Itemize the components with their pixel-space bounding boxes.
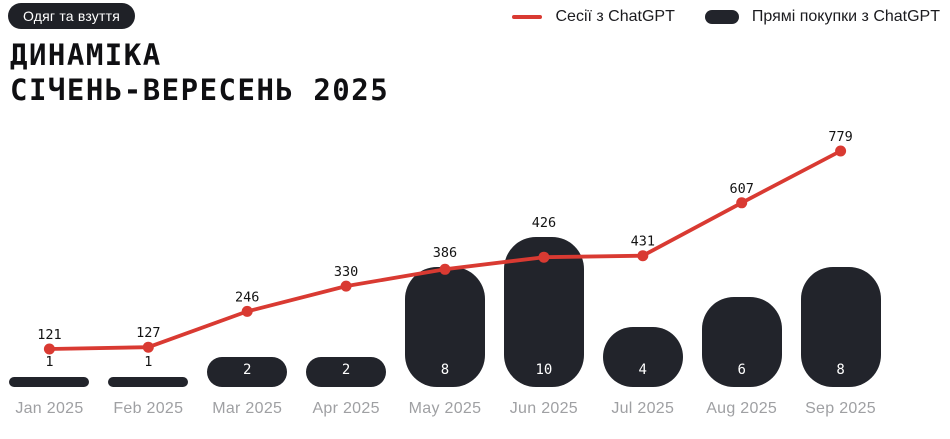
- bar-value-label: 2: [243, 362, 252, 378]
- x-axis-label: Jan 2025: [15, 400, 84, 417]
- bar-swatch-icon: [704, 10, 739, 24]
- category-chip[interactable]: Одяг та взуття: [8, 3, 136, 29]
- data-point-label: 127: [136, 325, 160, 341]
- data-point-dot: [241, 305, 253, 317]
- legend-item-purchases: Прямі покупки з ChatGPT: [704, 8, 940, 26]
- purchase-bar: 2: [207, 357, 288, 387]
- legend-item-sessions: Сесії з ChatGPT: [512, 8, 675, 26]
- line-swatch-icon: [512, 15, 543, 19]
- data-point-label: 330: [334, 264, 358, 280]
- purchase-bar: 10: [503, 237, 584, 387]
- data-point-label: 246: [235, 289, 259, 305]
- purchase-bar: [108, 377, 189, 387]
- bar-value-label: 1: [45, 354, 54, 370]
- x-axis-label: Jul 2025: [611, 400, 675, 417]
- bar-value-label: 2: [341, 362, 351, 378]
- bar-value-label: 8: [836, 362, 845, 378]
- data-point-label: 121: [37, 327, 61, 343]
- title-line-2: СІЧЕНЬ-ВЕРЕСЕНЬ 2025: [10, 73, 390, 107]
- data-point-dot: [736, 197, 748, 209]
- bar-value-label: 4: [638, 362, 647, 378]
- purchase-bar: 2: [306, 357, 387, 387]
- purchase-bar: 6: [701, 297, 782, 387]
- purchase-bar: [9, 377, 90, 387]
- chart-area: 1 Jan 2025 1 Feb 2025 2 Mar 2025 2 Apr 2025 8 May…: [9, 129, 881, 417]
- bar-value-label: 10: [535, 362, 553, 378]
- legend-label-purchases: Прямі покупки з ChatGPT: [751, 8, 940, 25]
- data-point-label: 386: [433, 245, 457, 261]
- x-axis-label: Feb 2025: [113, 400, 184, 417]
- bar-value-label: 8: [440, 362, 450, 378]
- x-axis-label: Sep 2025: [805, 400, 876, 417]
- data-point-label: 431: [631, 234, 655, 250]
- legend-label-sessions: Сесії з ChatGPT: [555, 8, 675, 25]
- data-point-dot: [835, 145, 847, 157]
- data-point-dot: [637, 250, 649, 262]
- purchase-bar: 8: [405, 267, 485, 387]
- data-point-label: 607: [730, 181, 754, 197]
- title-line-1: ДИНАМІКА: [10, 38, 162, 72]
- bar-value-label: 1: [144, 354, 153, 370]
- data-point-dot: [340, 280, 352, 292]
- data-point-label: 779: [828, 129, 852, 145]
- x-axis-label: Jun 2025: [509, 400, 578, 417]
- x-axis-label: Mar 2025: [212, 400, 283, 417]
- x-axis-label: Aug 2025: [706, 400, 778, 417]
- chart-legend: Сесії з ChatGPT Прямі покупки з ChatGPT: [512, 5, 940, 29]
- data-point-label: 426: [532, 215, 556, 231]
- page-title: ДИНАМІКА СІЧЕНЬ-ВЕРЕСЕНЬ 2025: [10, 38, 389, 108]
- x-axis-label: May 2025: [408, 400, 482, 417]
- bar-value-label: 6: [737, 362, 746, 378]
- purchase-bar: 4: [602, 327, 683, 387]
- x-axis-label: Apr 2025: [312, 400, 380, 417]
- purchase-bar: 8: [800, 267, 881, 387]
